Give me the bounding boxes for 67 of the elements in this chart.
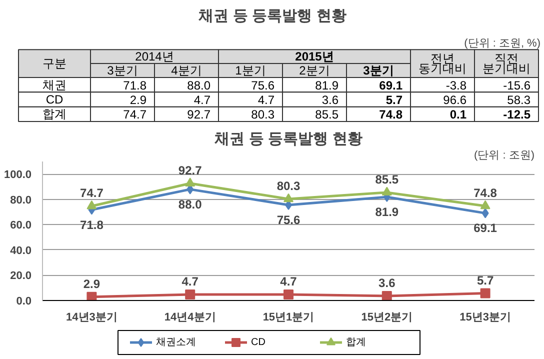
x-tick-label: 15년2분기	[361, 312, 413, 324]
category-label: CD	[46, 92, 64, 106]
y-tick-label: 60.0	[10, 220, 32, 232]
x-tick-label: 15년1분기	[262, 312, 314, 324]
data-label: 85.5	[375, 172, 399, 186]
text: (단위 : 조원)	[474, 150, 535, 162]
text: 0.1	[450, 108, 467, 122]
category-label: 3분기	[107, 63, 138, 78]
category-label: 합계	[42, 107, 66, 122]
x-tick-label: 15년3분기	[460, 312, 511, 324]
data-label: 4.7	[280, 274, 298, 289]
text: -12.5	[503, 108, 531, 122]
text: 74.7	[123, 108, 147, 122]
text: 58.3	[507, 92, 531, 107]
category-label: 직전 분기대비	[482, 52, 530, 76]
data-label: 74.8	[474, 186, 498, 200]
text: 채권 등 등록발행 현황	[198, 8, 346, 24]
text: (단위 : 조원, %)	[464, 37, 541, 50]
text: 3.6	[322, 92, 339, 107]
text: 2014년	[135, 50, 174, 64]
x-tick-label: 14년3분기	[66, 312, 118, 324]
data-label: 71.8	[80, 218, 104, 232]
x-tick-label: 14년4분기	[164, 312, 216, 324]
data-label: 74.7	[80, 186, 104, 200]
legend-label: 채권소계	[156, 337, 196, 348]
text: 80.3	[251, 108, 275, 122]
data-label: 81.9	[375, 205, 399, 220]
data-label: 88.0	[178, 197, 202, 212]
category-label: 1분기	[235, 63, 266, 78]
text: 2015년	[295, 50, 334, 64]
data-label: 69.1	[474, 221, 498, 236]
text: 구분	[42, 56, 66, 71]
legend-label: CD	[251, 337, 266, 348]
text: 74.8	[379, 108, 403, 122]
text: 2.9	[130, 92, 147, 107]
data-label: 3.6	[378, 276, 396, 290]
y-tick-label: 80.0	[10, 194, 32, 206]
category-label: 3분기	[363, 63, 394, 78]
data-label: 5.7	[476, 273, 494, 288]
category-label: 2분기	[299, 63, 330, 78]
text: 4.7	[258, 92, 275, 107]
text: 69.1	[379, 78, 403, 92]
data-label: 75.6	[276, 212, 301, 227]
y-tick-label: 0.0	[16, 296, 32, 308]
category-label: 전년 동기대비	[418, 52, 466, 76]
legend-label: 합계	[346, 337, 366, 348]
text: 96.6	[443, 92, 467, 107]
data-label: 2.9	[83, 276, 100, 291]
category-label: 채권	[42, 78, 66, 92]
y-tick-label: 100.0	[4, 169, 32, 182]
text: 75.6	[251, 78, 275, 92]
text: 4.7	[194, 92, 211, 107]
category-label: 4분기	[171, 63, 202, 78]
text: 81.9	[315, 78, 339, 92]
data-label: 80.3	[276, 179, 301, 194]
y-tick-label: 40.0	[10, 244, 32, 257]
chart-title: 채권 등 등록발행 현황	[214, 130, 362, 148]
text: 88.0	[187, 78, 211, 92]
text: 5.7	[386, 92, 403, 107]
y-tick-label: 20.0	[10, 270, 32, 282]
text: -15.6	[503, 78, 531, 92]
text: 85.5	[315, 108, 339, 122]
data-label: 4.7	[182, 274, 199, 289]
data-label: 92.7	[178, 163, 202, 178]
text: 92.7	[187, 108, 211, 122]
text: 71.8	[123, 78, 147, 92]
text: -3.8	[446, 78, 467, 92]
